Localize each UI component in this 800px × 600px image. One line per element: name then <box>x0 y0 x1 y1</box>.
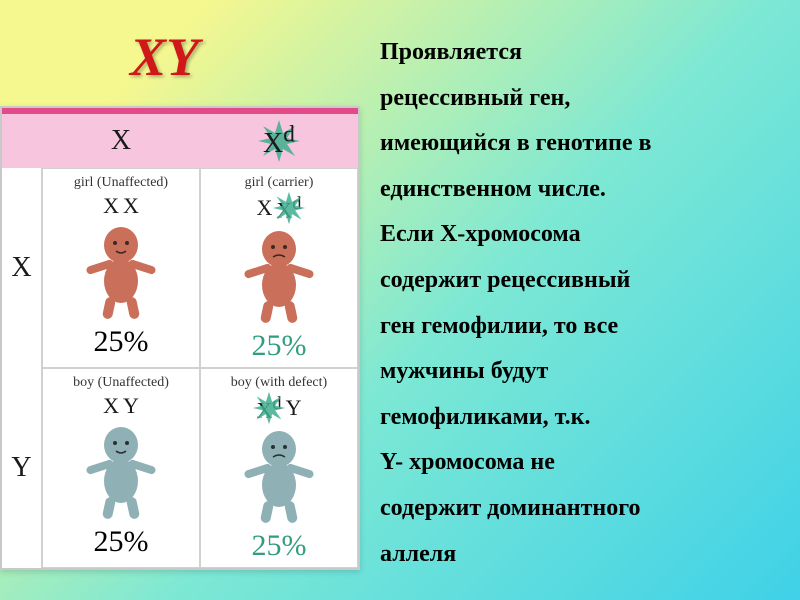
cell-caption: girl (Unaffected) <box>74 175 168 191</box>
row-label-1: Y <box>2 368 42 568</box>
geno-part: X <box>103 193 119 219</box>
text-line: имеющийся в генотипе в <box>380 121 770 167</box>
genotype: X Y <box>103 393 139 419</box>
geno-part: Y <box>123 393 139 419</box>
burst-icon <box>252 391 286 425</box>
percentage: 25% <box>94 525 149 559</box>
left-column: XY X Xd X <box>0 20 370 580</box>
col-label-burst: Xd <box>263 122 295 160</box>
percentage: 25% <box>252 329 307 363</box>
cell-caption: girl (carrier) <box>245 175 314 191</box>
burst-icon <box>272 191 306 225</box>
text-line: содержит доминантного <box>380 486 770 532</box>
percentage: 25% <box>252 529 307 563</box>
text-line: рецессивный ген, <box>380 76 770 122</box>
baby-icon <box>234 427 324 527</box>
text-line: единственном числе. <box>380 167 770 213</box>
right-column: Проявляется рецессивный ген, имеющийся в… <box>370 20 770 580</box>
text-line: мужчины будут <box>380 349 770 395</box>
col-label-0: X <box>42 125 200 157</box>
body-paragraph: Проявляется рецессивный ген, имеющийся в… <box>380 30 770 577</box>
geno-part-burst: Xd <box>276 193 301 223</box>
percentage: 25% <box>94 325 149 359</box>
cell-caption: boy (Unaffected) <box>73 375 169 391</box>
cell-girl-carrier: girl (carrier) X Xd <box>200 168 358 368</box>
baby-icon <box>76 423 166 523</box>
cell-girl-unaffected: girl (Unaffected) X X <box>42 168 200 368</box>
geno-part: X <box>103 393 119 419</box>
punnett-diagram: X Xd X girl (Unaffected) X <box>0 106 360 570</box>
diagram-col-header: X Xd <box>2 114 358 168</box>
col-label-text-0: X <box>111 125 131 156</box>
text-line: содержит рецессивный <box>380 258 770 304</box>
cell-boy-unaffected: boy (Unaffected) X Y <box>42 368 200 568</box>
geno-part: X <box>123 193 139 219</box>
diagram-grid: X girl (Unaffected) X X <box>2 168 358 568</box>
geno-part: X <box>257 195 273 221</box>
geno-part-burst: Xd <box>257 393 282 423</box>
text-line: ген гемофилии, то все <box>380 304 770 350</box>
baby-icon <box>76 223 166 323</box>
text-line: Проявляется <box>380 30 770 76</box>
col-label-1: Xd <box>200 122 358 160</box>
genotype: X Xd <box>257 193 302 223</box>
col-label-sup-1: d <box>283 122 295 148</box>
text-line: Если Х-хромосома <box>380 212 770 258</box>
text-line: Y- хромосома не <box>380 440 770 486</box>
page-title: XY <box>130 26 370 88</box>
text-line: гемофиликами, т.к. <box>380 395 770 441</box>
row-label-0: X <box>2 168 42 368</box>
cell-caption: boy (with defect) <box>231 375 327 391</box>
baby-icon <box>234 227 324 327</box>
col-label-text-1: Xd <box>263 128 295 159</box>
text-line: аллеля <box>380 532 770 578</box>
genotype: Xd Y <box>257 393 302 423</box>
geno-part: Y <box>286 395 302 421</box>
cell-boy-defect: boy (with defect) Xd Y <box>200 368 358 568</box>
genotype: X X <box>103 193 139 219</box>
slide-content: XY X Xd X <box>0 0 800 600</box>
